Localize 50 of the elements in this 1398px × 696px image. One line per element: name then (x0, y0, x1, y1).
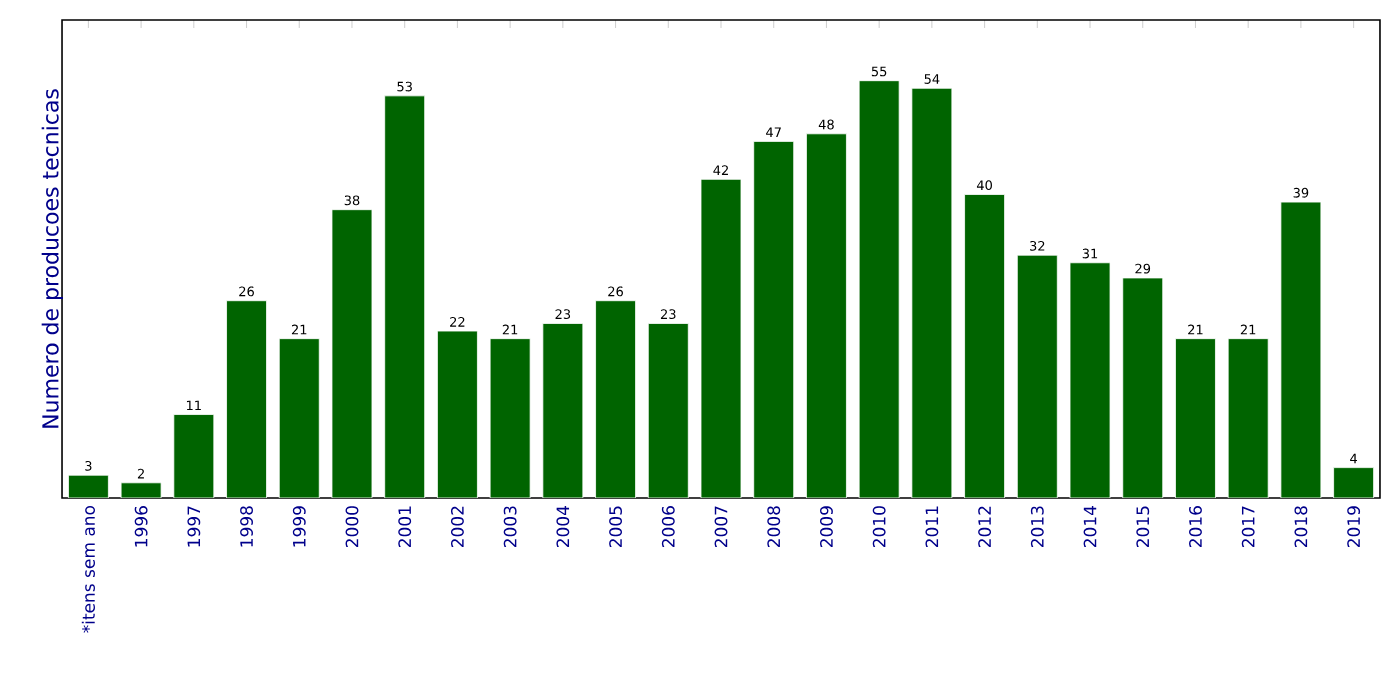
x-tick-label: 2001 (398, 506, 412, 548)
x-tick-label: 2010 (872, 506, 886, 548)
x-tick-label: 1999 (292, 506, 306, 547)
bar (1017, 255, 1058, 498)
x-tick-label: 2009 (820, 506, 833, 548)
x-tick-label: 2014 (1083, 506, 1097, 548)
x-tick-label: 2015 (1136, 506, 1150, 548)
bar (542, 323, 583, 498)
bar (806, 133, 847, 498)
bar (173, 414, 214, 498)
x-tick-label: 2017 (1241, 506, 1255, 548)
x-tick-label: 2002 (450, 506, 464, 548)
bar (1333, 467, 1375, 498)
x-tick-label: 1997 (187, 506, 201, 547)
x-tick-label: 2000 (345, 506, 359, 548)
x-tick-label: 2012 (978, 506, 992, 548)
x-tick-label: 2019 (1347, 506, 1361, 548)
bar (226, 300, 267, 498)
bar (331, 209, 372, 498)
bar (384, 95, 425, 498)
bar (279, 338, 320, 498)
bar (437, 331, 478, 498)
x-tick-label: 2013 (1030, 506, 1044, 548)
x-tick-label: 1996 (134, 506, 148, 547)
y-axis-title: Numero de producoes tecnicas (41, 89, 63, 428)
bar (648, 323, 689, 498)
bar (859, 80, 900, 498)
bar (490, 338, 531, 498)
bar (701, 179, 741, 498)
x-tick-label: 2004 (556, 506, 570, 548)
x-tick-label: 2007 (714, 506, 728, 548)
bar (1070, 262, 1111, 498)
bar (1228, 338, 1269, 498)
x-tick-label: 2005 (609, 506, 622, 548)
bar (911, 88, 952, 498)
bar (595, 300, 636, 498)
x-tick-label: 1998 (240, 506, 253, 547)
bar (964, 194, 1005, 498)
bar (1122, 277, 1163, 498)
x-tick-label: *itens sem ano (81, 505, 95, 633)
x-tick-label: 2018 (1294, 506, 1308, 548)
x-tick-label: 2016 (1189, 506, 1202, 548)
x-tick-label: 2011 (925, 506, 939, 548)
x-tick-label: 2008 (767, 506, 781, 548)
bar (753, 141, 794, 498)
bar (68, 475, 109, 498)
bar (1175, 338, 1216, 498)
x-tick-label: 2003 (503, 506, 517, 548)
x-tick-label: 2006 (661, 506, 675, 548)
bar (1280, 202, 1321, 498)
